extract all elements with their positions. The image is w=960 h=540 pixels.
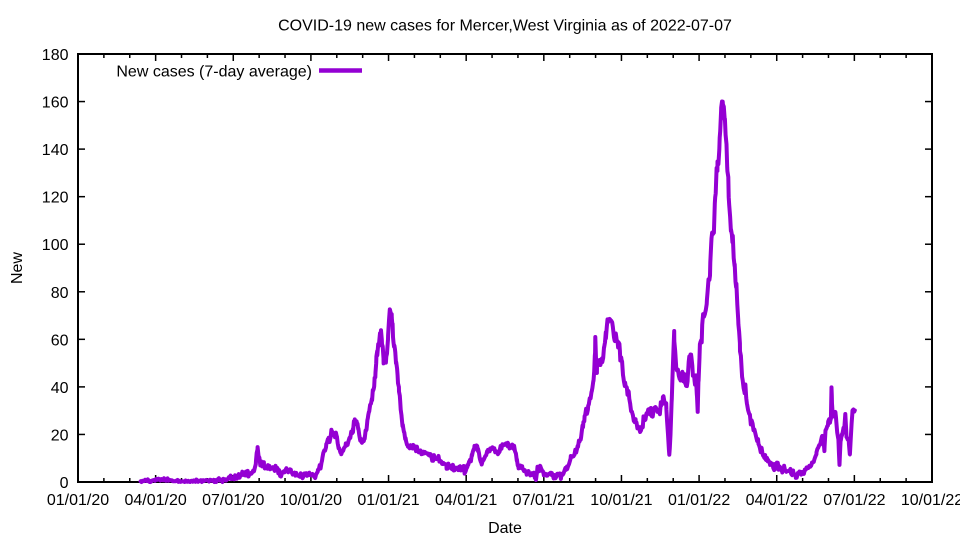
svg-text:180: 180 bbox=[42, 47, 69, 64]
svg-text:04/01/22: 04/01/22 bbox=[746, 492, 808, 509]
svg-text:Date: Date bbox=[488, 520, 522, 537]
svg-text:140: 140 bbox=[42, 142, 69, 159]
svg-text:COVID-19 new cases for Mercer,: COVID-19 new cases for Mercer,West Virgi… bbox=[278, 18, 732, 35]
svg-text:New: New bbox=[9, 252, 26, 284]
svg-text:07/01/21: 07/01/21 bbox=[513, 492, 575, 509]
svg-text:01/01/22: 01/01/22 bbox=[668, 492, 730, 509]
svg-text:100: 100 bbox=[42, 237, 69, 254]
svg-text:120: 120 bbox=[42, 190, 69, 207]
svg-text:160: 160 bbox=[42, 95, 69, 112]
svg-text:07/01/22: 07/01/22 bbox=[823, 492, 885, 509]
svg-text:04/01/20: 04/01/20 bbox=[124, 492, 186, 509]
svg-text:0: 0 bbox=[60, 475, 69, 492]
svg-text:07/01/20: 07/01/20 bbox=[202, 492, 264, 509]
svg-text:60: 60 bbox=[51, 332, 69, 349]
svg-text:01/01/21: 01/01/21 bbox=[357, 492, 419, 509]
svg-text:80: 80 bbox=[51, 285, 69, 302]
svg-text:10/01/21: 10/01/21 bbox=[590, 492, 652, 509]
svg-text:01/01/20: 01/01/20 bbox=[47, 492, 109, 509]
svg-text:New cases (7-day average): New cases (7-day average) bbox=[116, 64, 312, 81]
svg-text:10/01/20: 10/01/20 bbox=[280, 492, 342, 509]
svg-text:04/01/21: 04/01/21 bbox=[435, 492, 497, 509]
svg-text:40: 40 bbox=[51, 380, 69, 397]
svg-text:20: 20 bbox=[51, 427, 69, 444]
svg-text:10/01/22: 10/01/22 bbox=[901, 492, 960, 509]
